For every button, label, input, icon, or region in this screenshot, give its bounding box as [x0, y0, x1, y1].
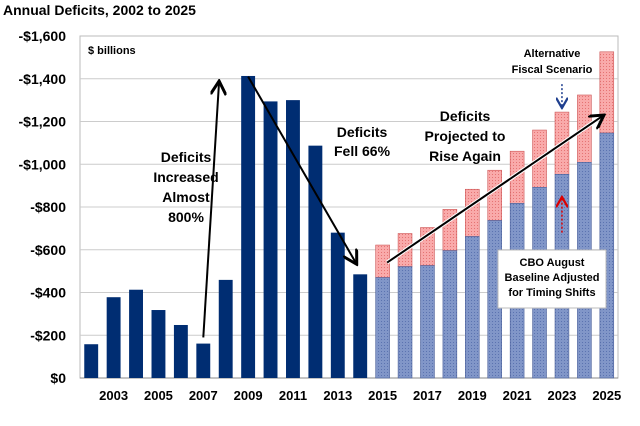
bar-actual-2008	[218, 279, 233, 378]
annotation-rise: Rise Again	[429, 148, 501, 164]
annotation-alternative: Fiscal Scenario	[512, 64, 593, 76]
bar-alternative-2020	[487, 169, 502, 221]
annotation-cbo: Baseline Adjusted	[505, 272, 600, 284]
x-tick-label: 2025	[592, 388, 621, 403]
x-tick-label: 2003	[99, 388, 128, 403]
y-tick-label: -$1,000	[19, 156, 67, 172]
y-tick-label: -$400	[30, 285, 66, 301]
arrow-increase	[202, 83, 219, 338]
bar-baseline-2018	[442, 250, 458, 379]
annotation-increase: Almost	[162, 189, 210, 205]
y-tick-label: $0	[50, 370, 66, 386]
y-tick-label: -$1,400	[19, 71, 67, 87]
y-tick-label: -$800	[30, 199, 66, 215]
bar-actual-2006	[173, 324, 188, 378]
annotation-fell: Fell 66%	[334, 143, 391, 159]
x-tick-label: 2011	[279, 388, 307, 403]
y-tick-label: -$600	[30, 242, 66, 258]
annotation-increase: 800%	[168, 209, 204, 225]
bar-actual-2004	[129, 289, 143, 378]
bar-baseline-2017	[420, 265, 435, 379]
bar-baseline-2015	[375, 277, 390, 379]
annotation-cbo: CBO August	[520, 257, 585, 269]
x-tick-label: 2019	[458, 388, 487, 403]
annotation-fell: Deficits	[337, 124, 388, 140]
x-tick-label: 2023	[547, 388, 576, 403]
bar-alternative-2025	[599, 51, 615, 134]
arrow-fell	[247, 76, 356, 263]
y-tick-label: -$1,200	[19, 114, 67, 130]
bar-actual-2003	[106, 297, 121, 378]
bar-actual-2010	[263, 101, 278, 378]
annotation-rise: Projected to	[425, 128, 506, 144]
bar-actual-2013	[330, 232, 345, 378]
annotation-increase: Increased	[153, 169, 218, 185]
x-tick-label: 2017	[413, 388, 442, 403]
annotation-cbo: for Timing Shifts	[508, 287, 595, 299]
bar-baseline-2016	[397, 266, 413, 379]
cbo-label-box	[497, 249, 607, 309]
y-tick-label: -$200	[30, 327, 66, 343]
bar-actual-2002	[84, 344, 99, 378]
x-tick-label: 2013	[323, 388, 352, 403]
chart-title: Annual Deficits, 2002 to 2025	[3, 2, 196, 18]
x-tick-label: 2021	[503, 388, 532, 403]
arrow-rise	[386, 116, 602, 264]
x-tick-label: 2007	[189, 388, 218, 403]
annotation-increase: Deficits	[161, 149, 212, 165]
bar-actual-2011	[286, 100, 300, 378]
annotation-rise: Deficits	[440, 108, 491, 124]
bar-baseline-2019	[465, 236, 480, 379]
bar-alternative-2019	[465, 188, 480, 237]
bar-actual-2009	[241, 75, 256, 378]
bar-actual-2005	[151, 310, 166, 378]
unit-label: $ billions	[88, 45, 136, 57]
x-tick-label: 2005	[144, 388, 173, 403]
bar-actual-2012	[308, 145, 323, 378]
annotation-alternative: Alternative	[524, 48, 581, 60]
x-tick-label: 2015	[368, 388, 397, 403]
x-tick-label: 2009	[234, 388, 263, 403]
bar-actual-2014	[353, 274, 368, 378]
bar-actual-2007	[196, 343, 211, 378]
y-tick-label: -$1,600	[19, 28, 67, 44]
